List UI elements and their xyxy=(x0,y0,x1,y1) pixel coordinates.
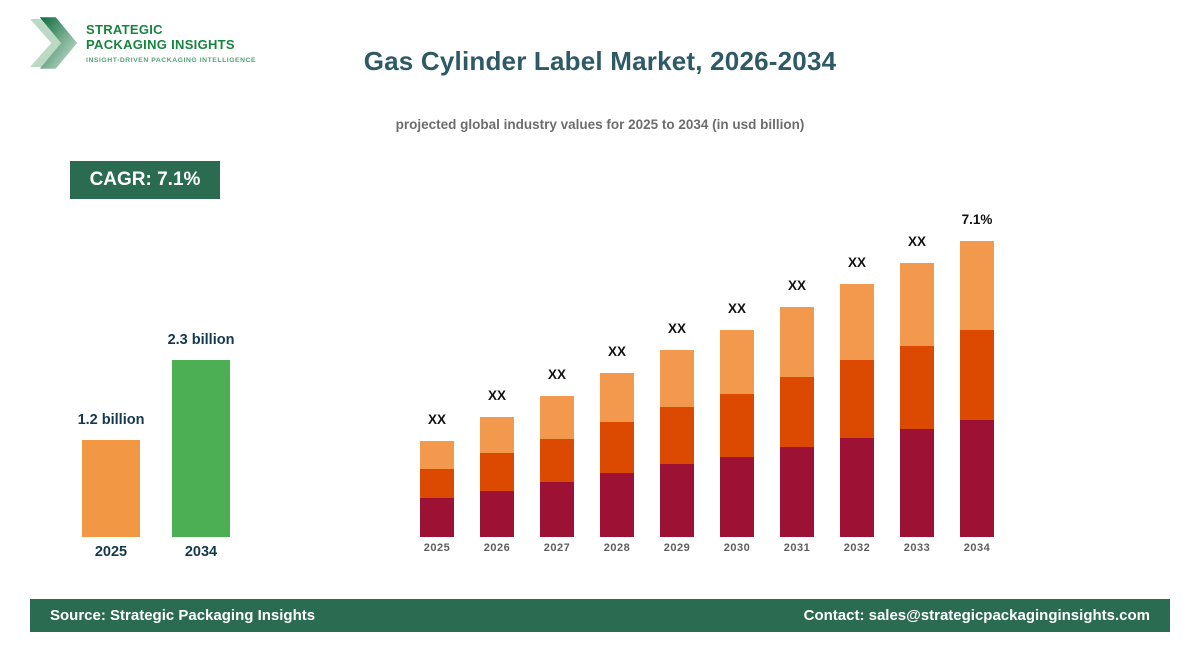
stacked-bar-year: 2027 xyxy=(543,542,571,554)
segment-middle xyxy=(840,360,874,438)
segment-top xyxy=(780,307,814,377)
segment-bottom xyxy=(840,438,874,537)
bar-column: 2034 2.3 billion xyxy=(168,332,235,560)
segment-top xyxy=(720,330,754,394)
page-subtitle: projected global industry values for 202… xyxy=(395,117,805,132)
bar-column: 2027 XX xyxy=(540,367,574,554)
bar-column: 2029 XX xyxy=(660,321,694,554)
bar-column: 2025 1.2 billion xyxy=(78,412,145,560)
chevron-logo-icon xyxy=(30,17,78,69)
segment-bottom xyxy=(960,420,994,537)
segment-bottom xyxy=(540,482,574,537)
segment-top xyxy=(660,350,694,407)
stacked-bar-value: XX xyxy=(727,301,747,316)
segment-middle xyxy=(780,377,814,447)
segment-bottom xyxy=(420,498,454,537)
stacked-bar-year: 2033 xyxy=(903,542,931,554)
summary-bar-year: 2025 xyxy=(94,544,128,560)
segment-top xyxy=(420,441,454,469)
segment-top xyxy=(900,263,934,346)
stacked-bar-year: 2025 xyxy=(423,542,451,554)
stacked-bar-value: XX xyxy=(667,321,687,336)
footer-contact: Contact: sales@strategicpackaginginsight… xyxy=(803,607,1150,624)
stacked-bar-value: XX xyxy=(487,388,507,403)
logo-line2: PACKAGING INSIGHTS xyxy=(86,37,235,52)
stacked-bar-value: XX xyxy=(607,344,627,359)
footer-bar: Source: Strategic Packaging Insights Con… xyxy=(30,599,1170,632)
stacked-bar-year: 2026 xyxy=(483,542,511,554)
segment-middle xyxy=(600,422,634,473)
bar-column: 2033 XX xyxy=(900,234,934,554)
segment-bottom xyxy=(600,473,634,537)
segment-top xyxy=(600,373,634,422)
bar-column: 2034 7.1% xyxy=(960,212,994,554)
segment-top xyxy=(540,396,574,439)
summary-bar xyxy=(82,440,140,537)
bar-column: 2032 XX xyxy=(840,255,874,554)
stacked-bar-value: XX xyxy=(847,255,867,270)
summary-bar xyxy=(172,360,230,537)
cagr-badge: CAGR: 7.1% xyxy=(70,161,220,199)
summary-bar-value: 1.2 billion xyxy=(77,412,145,428)
stacked-bar-value: XX xyxy=(907,234,927,249)
stacked-bar-year: 2031 xyxy=(783,542,811,554)
segment-middle xyxy=(420,469,454,498)
segment-top xyxy=(960,241,994,330)
stacked-bar-year: 2034 xyxy=(963,542,991,554)
summary-bar-chart: 2025 1.2 billion 2034 2.3 billion xyxy=(70,325,242,560)
bar-column: 2026 XX xyxy=(480,388,514,554)
segment-bottom xyxy=(780,447,814,537)
segment-middle xyxy=(960,330,994,420)
stacked-projection-chart: 2025 XX 2026 XX 2027 XX 2028 XX 2029 XX 2030 XX 2031… xyxy=(420,200,994,554)
stacked-bar-year: 2028 xyxy=(603,542,631,554)
stacked-bar-value: 7.1% xyxy=(961,212,993,227)
segment-bottom xyxy=(720,457,754,537)
stacked-bar-value: XX xyxy=(547,367,567,382)
segment-top xyxy=(840,284,874,360)
brand-logo: STRATEGIC PACKAGING INSIGHTS INSIGHT-DRI… xyxy=(30,14,256,72)
stacked-bar-year: 2032 xyxy=(843,542,871,554)
summary-bar-year: 2034 xyxy=(184,544,218,560)
segment-middle xyxy=(660,407,694,464)
segment-middle xyxy=(900,346,934,429)
logo-text: STRATEGIC PACKAGING INSIGHTS INSIGHT-DRI… xyxy=(86,14,256,64)
segment-middle xyxy=(540,439,574,482)
segment-top xyxy=(480,417,514,453)
page-title: Gas Cylinder Label Market, 2026-2034 xyxy=(363,46,837,76)
segment-middle xyxy=(480,453,514,491)
segment-bottom xyxy=(480,491,514,537)
logo-line1: STRATEGIC xyxy=(86,22,163,37)
logo-tagline: INSIGHT-DRIVEN PACKAGING INTELLIGENCE xyxy=(86,57,257,64)
bar-column: 2028 XX xyxy=(600,344,634,554)
segment-bottom xyxy=(660,464,694,537)
summary-bar-value: 2.3 billion xyxy=(167,332,235,348)
bar-column: 2031 XX xyxy=(780,278,814,554)
stacked-bar-year: 2030 xyxy=(723,542,751,554)
footer-source: Source: Strategic Packaging Insights xyxy=(50,607,316,624)
stacked-bar-value: XX xyxy=(787,278,807,293)
segment-bottom xyxy=(900,429,934,537)
segment-middle xyxy=(720,394,754,457)
stacked-bar-year: 2029 xyxy=(663,542,691,554)
bar-column: 2030 XX xyxy=(720,301,754,554)
stacked-bar-value: XX xyxy=(427,412,447,427)
bar-column: 2025 XX xyxy=(420,412,454,554)
